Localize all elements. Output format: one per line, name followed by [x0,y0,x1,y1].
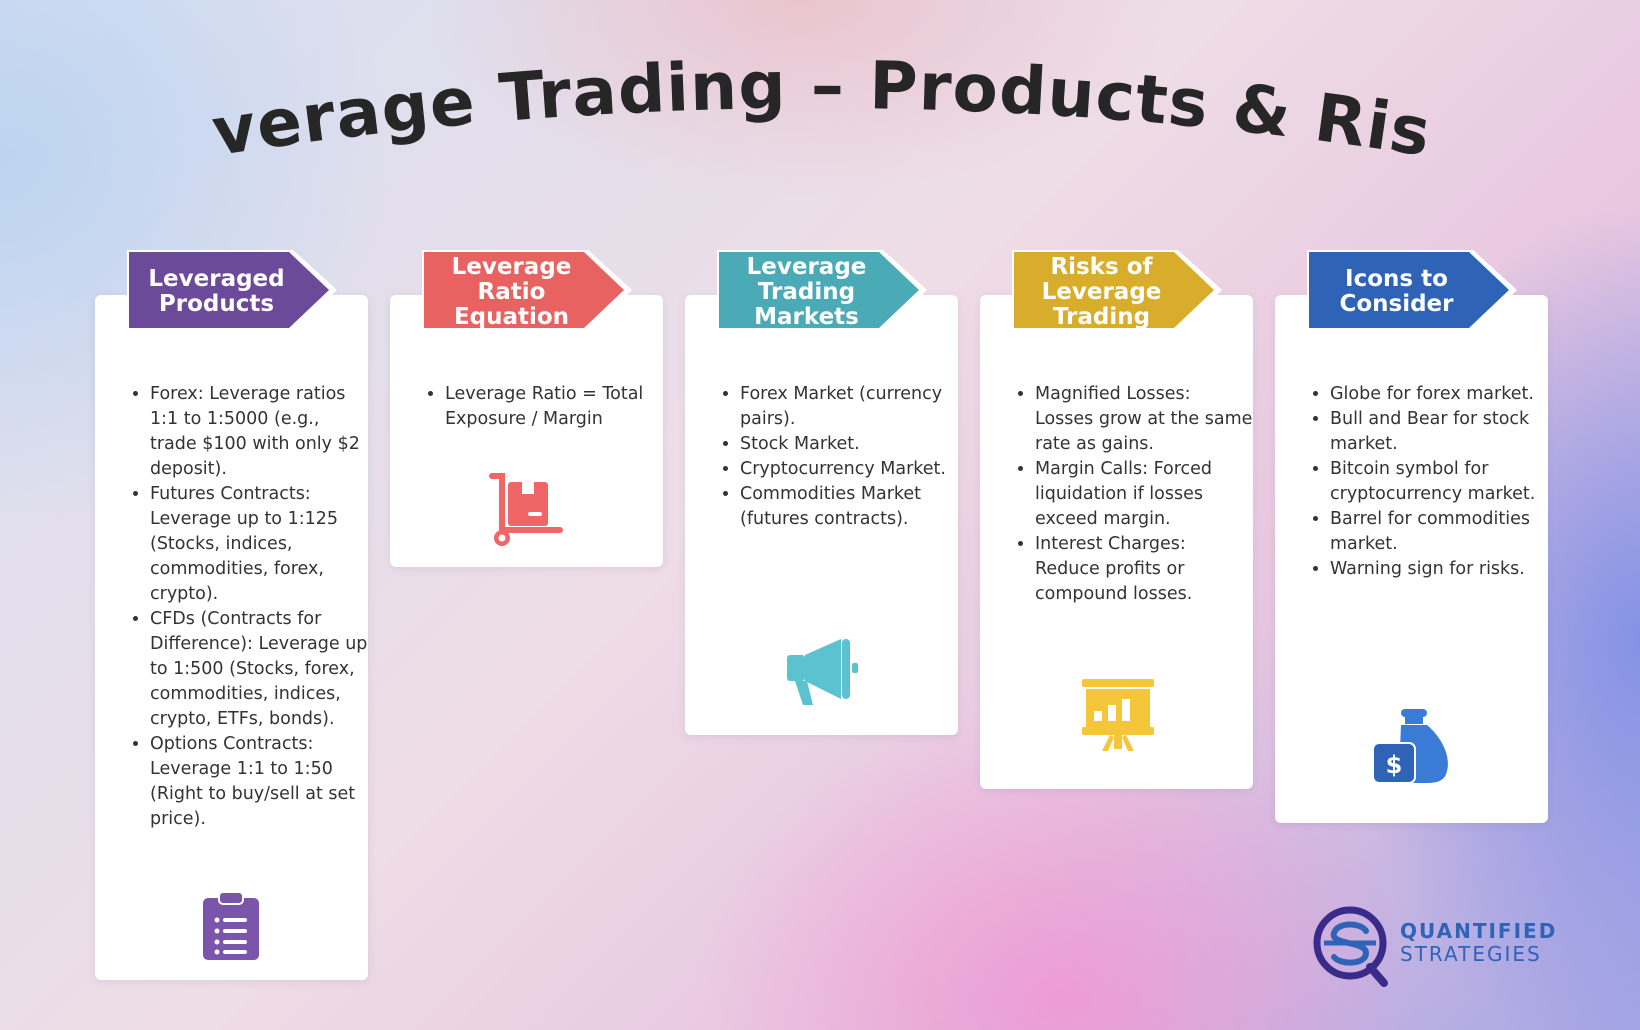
card-leverage-trading-markets: Forex Market (currency pairs). Stock Mar… [685,295,958,735]
list-item: Futures Contracts: Leverage up to 1:125 … [150,482,368,607]
hand-truck-box-icon [489,473,563,546]
card-header-label: Icons to Consider [1339,266,1454,317]
money-bag-icon: $ [1372,709,1448,784]
presentation-chart-icon [1082,679,1154,751]
list-item: Globe for forex market. [1330,382,1548,407]
list-item: CFDs (Contracts for Difference): Leverag… [150,607,368,732]
list-item: Stock Market. [740,432,958,457]
page-title-text: Leverage Trading – Products & Risks [167,9,1435,172]
card-header-label: Leverage Ratio Equation [451,253,572,330]
list-item: Forex Market (currency pairs). [740,382,958,432]
card-header-icons-to-consider: Icons to Consider [1303,244,1520,340]
card-header-label: Leveraged Products [148,266,285,317]
list-item: Forex: Leverage ratios 1:1 to 1:5000 (e.… [150,382,368,482]
megaphone-icon [787,639,858,705]
card-header-leveraged-products: Leveraged Products [123,244,340,340]
card-header-leverage-ratio-equation: Leverage Ratio Equation [418,244,635,340]
page-title: Leverage Trading – Products & Risks [167,9,1450,180]
card-risks-of-leverage-trading: Magnified Losses: Losses grow at the sam… [980,295,1253,789]
card-list: Forex Market (currency pairs). Stock Mar… [685,382,958,532]
card-list: Forex: Leverage ratios 1:1 to 1:5000 (e.… [95,382,368,832]
card-leverage-ratio-equation: Leverage Ratio = Total Exposure / Margin [390,295,663,567]
list-item: Cryptocurrency Market. [740,457,958,482]
logo-text-line1: QUANTIFIED [1400,919,1558,943]
clipboard-icon [203,891,259,960]
card-list: Magnified Losses: Losses grow at the sam… [980,382,1253,607]
list-item: Bull and Bear for stock market. [1330,407,1548,457]
logo-mark-icon [1313,906,1388,987]
list-item: Warning sign for risks. [1330,557,1548,582]
list-item: Commodities Market (futures contracts). [740,482,958,532]
quantified-strategies-logo: QUANTIFIED STRATEGIES [1312,905,1562,987]
card-header-risks-of-leverage-trading: Risks of Leverage Trading [1008,244,1225,340]
card-header-label: Leverage Trading Markets [746,253,867,330]
list-item: Bitcoin symbol for cryptocurrency market… [1330,457,1548,507]
card-list: Globe for forex market. Bull and Bear fo… [1275,382,1548,582]
card-list: Leverage Ratio = Total Exposure / Margin [390,382,663,432]
svg-text:Leverage Trading – Products &: Leverage Trading – Products & Risks [167,9,1436,172]
svg-text:$: $ [1386,751,1403,779]
card-header-leverage-trading-markets: Leverage Trading Markets [713,244,930,340]
card-header-label: Risks of Leverage Trading [1041,253,1162,330]
logo-text-line2: STRATEGIES [1400,942,1542,966]
list-item: Magnified Losses: Losses grow at the sam… [1035,382,1253,457]
card-icons-to-consider: Globe for forex market. Bull and Bear fo… [1275,295,1548,823]
card-leveraged-products: Forex: Leverage ratios 1:1 to 1:5000 (e.… [95,295,368,980]
list-item: Options Contracts: Leverage 1:1 to 1:50 … [150,732,368,832]
list-item: Leverage Ratio = Total Exposure / Margin [445,382,663,432]
list-item: Margin Calls: Forced liquidation if loss… [1035,457,1253,532]
list-item: Barrel for commodities market. [1330,507,1548,557]
list-item: Interest Charges: Reduce profits or comp… [1035,532,1253,607]
